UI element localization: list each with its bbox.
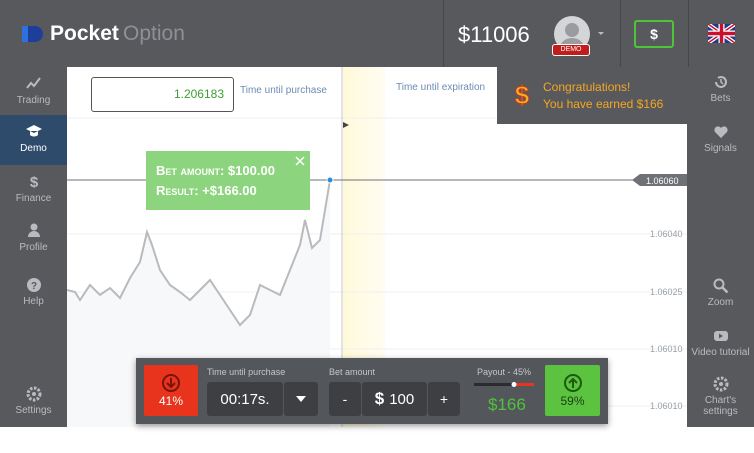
right-nav-item[interactable]: Chart's settings <box>687 376 754 417</box>
header: Pocket Option $11006 DEMO $ <box>0 0 754 67</box>
notification-title: Congratulations! <box>543 80 631 94</box>
nav-icon: $ <box>29 174 38 190</box>
current-point <box>326 176 334 184</box>
price-label: 1.06025 <box>650 287 683 297</box>
current-price: 1.06060 <box>646 176 679 186</box>
left-nav-item[interactable]: ? Help <box>0 277 67 307</box>
balance: $11006 <box>458 22 530 47</box>
svg-text:$: $ <box>515 82 530 108</box>
price-tag <box>632 174 687 186</box>
nav-icon <box>713 376 728 392</box>
time-value[interactable]: 00:17s. <box>207 382 283 416</box>
time-until-expiration: Time until expiration <box>396 82 486 93</box>
nav-icon: ? <box>26 278 41 292</box>
payout-label: Payout - 45% <box>477 367 532 377</box>
nav-icon <box>713 331 728 341</box>
separator <box>443 0 444 67</box>
dollar-icon: $ <box>514 82 530 108</box>
time-label: Time until purchase <box>207 367 286 377</box>
logo-icon <box>22 26 43 42</box>
result-popup: Bet amount: $100.00 Result: +$166.00 <box>146 151 310 210</box>
left-nav-item[interactable]: Demo <box>0 124 67 154</box>
nav-icon <box>27 223 40 237</box>
nav-icon <box>25 125 42 137</box>
svg-text:?: ? <box>30 281 36 292</box>
nav-label: Chart's settings <box>703 395 738 417</box>
down-percent: 41% <box>158 394 184 408</box>
left-nav-item[interactable]: Settings <box>0 386 67 416</box>
close-button[interactable] <box>295 156 305 166</box>
nav-label: Signals <box>704 143 737 154</box>
plus-button[interactable]: + <box>428 382 460 416</box>
language-flag[interactable] <box>708 24 735 43</box>
payout-value: $166 <box>488 395 526 414</box>
nav-icon <box>25 77 41 89</box>
notification-text: You have earned $166 <box>543 97 664 111</box>
logo-bold: Pocket <box>50 22 119 45</box>
amount-box[interactable]: $100 <box>362 382 427 416</box>
nav-icon <box>26 386 41 402</box>
left-nav-item[interactable]: Trading <box>0 76 67 106</box>
price-input[interactable]: 1.206183 <box>91 77 234 112</box>
time-dropdown[interactable] <box>284 382 318 416</box>
popup-bet-amount: Bet amount: $100.00 <box>156 163 275 178</box>
separator <box>620 0 621 67</box>
amount-value: 100 <box>389 390 415 408</box>
amount-currency: $ <box>374 389 385 408</box>
up-button[interactable]: 59% <box>545 365 600 416</box>
up-icon <box>563 374 582 392</box>
left-nav-item[interactable]: $ Finance <box>0 174 67 204</box>
separator <box>688 0 689 67</box>
nav-icon <box>714 76 727 88</box>
right-nav-item[interactable]: Video tutorial <box>687 328 754 358</box>
right-nav-item[interactable]: Bets <box>687 74 754 104</box>
price-label: 1.06010 <box>650 401 683 411</box>
nav-label: Bets <box>710 93 731 104</box>
right-nav-item[interactable]: Signals <box>687 124 754 154</box>
nav-label: Settings <box>15 405 52 416</box>
active-item-bg <box>0 115 67 165</box>
svg-text:$: $ <box>29 174 38 190</box>
price-line <box>67 179 331 327</box>
nav-label: Trading <box>16 95 51 106</box>
price-label: 1.06010 <box>650 344 683 354</box>
nav-label: Demo <box>20 143 47 154</box>
time-until-purchase: Time until purchase <box>240 85 327 96</box>
right-nav-item[interactable]: Zoom <box>687 278 754 308</box>
amount-label: Bet amount <box>329 367 376 377</box>
price-label: 1.06040 <box>650 229 683 239</box>
dropdown-arrow <box>296 396 306 402</box>
minus-button[interactable]: - <box>329 382 361 416</box>
nav-icon <box>713 126 728 138</box>
left-nav-item[interactable]: Profile <box>0 223 67 253</box>
nav-label: Video tutorial <box>691 347 750 358</box>
notification: $ Congratulations! You have earned $166 <box>497 67 687 124</box>
nav-label: Finance <box>15 193 52 204</box>
up-percent: 59% <box>560 394 585 408</box>
right-sidebar <box>687 67 754 427</box>
nav-label: Zoom <box>707 297 734 308</box>
nav-label: Profile <box>19 242 48 253</box>
logo-light: Option <box>123 22 185 45</box>
nav-icon <box>713 278 728 294</box>
popup-result: Result: +$166.00 <box>156 183 257 198</box>
demo-badge: DEMO <box>552 44 590 56</box>
payout-slider[interactable] <box>474 381 534 389</box>
down-icon <box>162 374 180 392</box>
deposit-button[interactable]: $ <box>634 20 674 48</box>
nav-label: Help <box>23 296 44 307</box>
down-button[interactable]: 41% <box>144 365 198 416</box>
flag-marker <box>343 122 349 128</box>
